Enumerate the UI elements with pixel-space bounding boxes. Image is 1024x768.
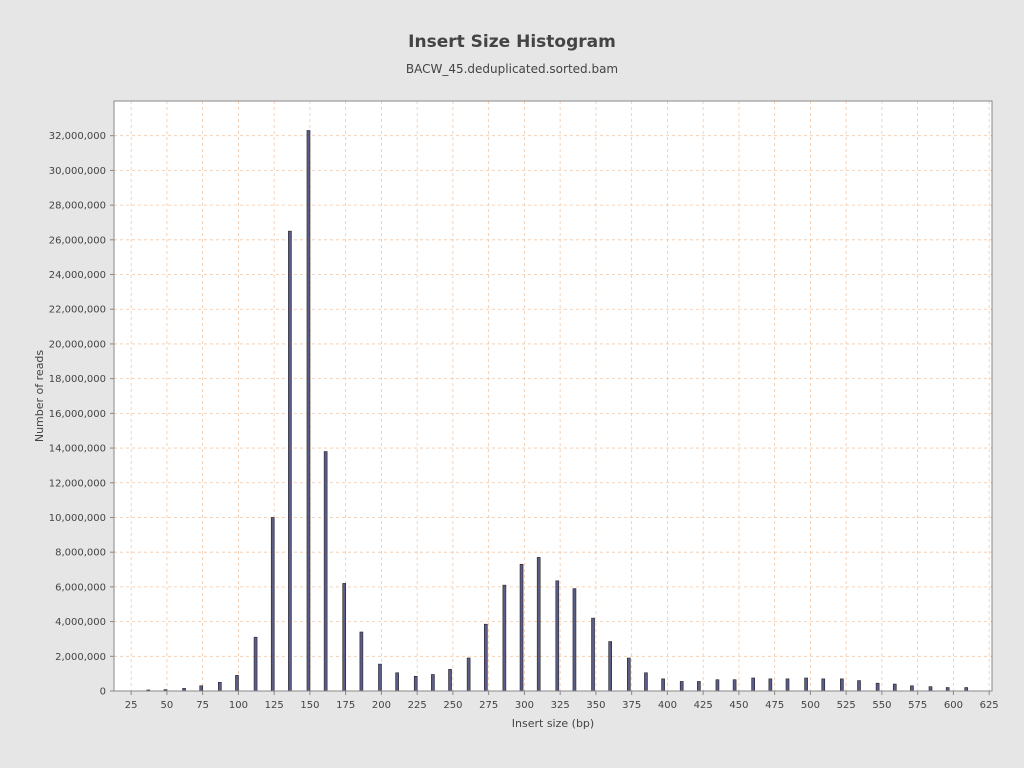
histogram-bar xyxy=(395,672,399,692)
histogram-bar xyxy=(910,685,914,692)
histogram-bar xyxy=(536,557,541,692)
histogram-bar xyxy=(608,641,612,692)
x-tick-label: 225 xyxy=(408,700,427,711)
histogram-bar xyxy=(323,451,328,692)
x-tick-label: 100 xyxy=(229,700,248,711)
histogram-bar xyxy=(359,631,364,692)
histogram-bar xyxy=(306,130,311,692)
histogram-bar xyxy=(270,517,275,692)
x-tick-label: 250 xyxy=(443,700,462,711)
y-tick-label: 14,000,000 xyxy=(49,444,106,455)
histogram-bar xyxy=(804,677,808,692)
histogram-bar xyxy=(697,681,701,692)
histogram-bar xyxy=(431,674,435,692)
histogram-bar xyxy=(661,678,665,692)
histogram-bar xyxy=(768,678,773,692)
histogram-bar xyxy=(591,617,595,692)
x-tick-label: 125 xyxy=(265,700,284,711)
histogram-bar xyxy=(466,657,471,692)
histogram-bar xyxy=(732,679,737,692)
histogram-bar xyxy=(821,678,826,692)
chart-title: Insert Size Histogram xyxy=(408,32,616,52)
x-tick-label: 500 xyxy=(801,700,820,711)
y-tick-label: 2,000,000 xyxy=(55,652,106,663)
histogram-bar xyxy=(875,682,880,692)
histogram-bar xyxy=(199,685,204,692)
histogram-bar xyxy=(555,580,560,692)
histogram-bar xyxy=(483,623,488,692)
y-tick-label: 0 xyxy=(100,687,106,698)
histogram-bar xyxy=(519,564,524,692)
x-tick-label: 325 xyxy=(551,700,570,711)
x-tick-label: 175 xyxy=(336,700,355,711)
x-tick-label: 375 xyxy=(622,700,641,711)
x-tick-label: 50 xyxy=(161,700,174,711)
y-tick-label: 12,000,000 xyxy=(49,478,106,489)
x-tick-label: 150 xyxy=(300,700,319,711)
x-tick-label: 200 xyxy=(372,700,391,711)
x-tick-label: 450 xyxy=(729,700,748,711)
x-tick-label: 350 xyxy=(586,700,605,711)
histogram-bar xyxy=(235,675,239,692)
y-tick-label: 8,000,000 xyxy=(55,548,106,559)
x-tick-label: 600 xyxy=(944,700,963,711)
x-tick-label: 550 xyxy=(872,700,891,711)
histogram-bar xyxy=(342,583,347,692)
y-axis-label: Number of reads xyxy=(33,350,46,443)
histogram-bar xyxy=(840,678,844,692)
x-axis: 25 50 75 100 125 150 175 200 225 250 275 300 325 350 3… xyxy=(125,691,999,711)
histogram-bar xyxy=(945,687,950,692)
histogram-bar xyxy=(928,686,933,692)
x-tick-label: 425 xyxy=(694,700,713,711)
y-tick-label: 16,000,000 xyxy=(49,409,106,420)
histogram-bar xyxy=(502,584,507,692)
y-tick-label: 28,000,000 xyxy=(49,201,106,212)
histogram-bar xyxy=(964,687,969,692)
x-tick-label: 25 xyxy=(125,700,138,711)
histogram-bar xyxy=(378,663,382,692)
grid-lines xyxy=(114,101,992,692)
plot-border xyxy=(113,100,993,692)
histogram-bar xyxy=(413,675,418,692)
x-tick-label: 475 xyxy=(765,700,784,711)
histogram-bar xyxy=(448,669,452,692)
y-tick-label: 26,000,000 xyxy=(49,235,106,246)
histogram-bar xyxy=(288,230,292,692)
y-tick-label: 22,000,000 xyxy=(49,305,106,316)
x-tick-label: 400 xyxy=(658,700,677,711)
x-tick-label: 75 xyxy=(196,700,209,711)
histogram-bar xyxy=(892,683,897,692)
x-axis-label: Insert size (bp) xyxy=(512,717,594,730)
histogram-bar xyxy=(644,672,648,692)
x-tick-label: 275 xyxy=(479,700,498,711)
y-axis: 0 2,000,000 4,000,000 6,000,000 8,000,000 10,… xyxy=(49,131,114,698)
y-tick-label: 30,000,000 xyxy=(49,166,106,177)
histogram-bar xyxy=(572,588,577,692)
y-tick-label: 20,000,000 xyxy=(49,339,106,350)
histogram-bar xyxy=(679,681,684,692)
histogram-bar xyxy=(785,678,790,692)
histogram-bar xyxy=(857,680,861,692)
y-tick-label: 18,000,000 xyxy=(49,374,106,385)
histogram-bar xyxy=(626,657,631,692)
plot-area xyxy=(114,101,992,691)
y-tick-label: 24,000,000 xyxy=(49,270,106,281)
histogram-bar xyxy=(218,682,222,692)
y-tick-label: 4,000,000 xyxy=(55,617,106,628)
x-tick-label: 625 xyxy=(980,700,999,711)
chart-subtitle: BACW_45.deduplicated.sorted.bam xyxy=(405,62,619,76)
histogram-bar xyxy=(253,636,258,692)
y-tick-label: 32,000,000 xyxy=(49,131,106,142)
y-tick-label: 10,000,000 xyxy=(49,513,106,524)
x-tick-label: 300 xyxy=(515,700,534,711)
x-tick-label: 525 xyxy=(837,700,856,711)
histogram-bar xyxy=(715,679,720,692)
histogram-bar xyxy=(751,677,755,692)
x-tick-label: 575 xyxy=(908,700,927,711)
y-tick-label: 6,000,000 xyxy=(55,582,106,593)
